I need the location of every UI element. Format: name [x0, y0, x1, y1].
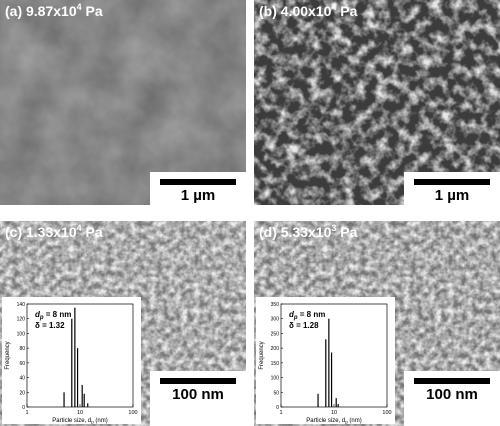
- y-tick-label: 250: [271, 331, 280, 337]
- label-exponent: 3: [331, 223, 336, 233]
- scale-bar-label: 100 nm: [426, 386, 478, 403]
- panel-label: (b) 4.00x104 Pa: [259, 2, 358, 19]
- y-axis-label: Frequency: [259, 341, 265, 369]
- annotation-delta: δ = 1.28: [289, 321, 319, 330]
- bar: [71, 318, 73, 407]
- bar: [83, 393, 85, 407]
- dp-symbol: d: [35, 310, 41, 319]
- y-tick-label: 120: [17, 317, 26, 323]
- x-tick-label: 1: [25, 410, 28, 416]
- y-tick-label: 140: [17, 302, 26, 308]
- bar: [317, 393, 319, 407]
- label-unit: Pa: [336, 224, 357, 240]
- bar: [335, 398, 337, 407]
- scale-bar-label: 100 nm: [172, 386, 224, 403]
- panel: (d) 5.33x103 Pa 100 nm 0 50 100 150 200 250 300 3…: [254, 221, 500, 426]
- y-tick-label: 150: [271, 361, 280, 367]
- scale-bar-label: 1 µm: [435, 187, 470, 204]
- dp-value: = 8 nm: [44, 310, 72, 319]
- dp-sub: p: [39, 315, 44, 321]
- bar: [63, 392, 65, 407]
- panel-label: (a) 9.87x104 Pa: [5, 2, 103, 19]
- bar: [337, 404, 339, 407]
- scale-bar: [160, 179, 236, 185]
- annotation-delta: δ = 1.32: [35, 321, 65, 330]
- annotation-dp: dp = 8 nm: [289, 310, 325, 321]
- x-tick-label: 100: [382, 410, 391, 416]
- x-tick-label: 10: [77, 410, 83, 416]
- x-label-text: Particle size, d: [306, 418, 345, 424]
- panel-label: (d) 5.33x103 Pa: [259, 223, 358, 240]
- label-text: (b) 4.00x10: [259, 3, 332, 19]
- scale-bar-box: [404, 172, 500, 205]
- scale-bar-label: 1 µm: [181, 187, 216, 204]
- y-tick-label: 300: [271, 317, 280, 323]
- label-exponent: 4: [331, 2, 336, 12]
- y-tick-label: 0: [22, 405, 25, 411]
- sem-texture: [0, 0, 246, 205]
- label-exponent: 4: [77, 2, 82, 12]
- bar: [330, 352, 333, 407]
- y-tick-label: 100: [271, 376, 280, 382]
- label-text: (c) 1.33x10: [5, 224, 77, 240]
- label-unit: Pa: [82, 224, 103, 240]
- label-text: (a) 9.87x10: [5, 3, 77, 19]
- x-label-sub: p: [345, 420, 348, 425]
- y-tick-label: 0: [276, 405, 279, 411]
- y-tick-label: 100: [17, 331, 26, 337]
- dp-value: = 8 nm: [298, 310, 326, 319]
- y-tick-label: 80: [19, 346, 25, 352]
- x-tick-label: 100: [128, 410, 137, 416]
- sem-texture: [254, 0, 500, 205]
- panel: (c) 1.33x104 Pa 100 nm 0 20 40 60 80 100 120 140 1…: [0, 221, 246, 426]
- y-axis-label: Frequency: [5, 341, 11, 369]
- bar: [74, 307, 76, 407]
- annotation-dp: dp = 8 nm: [35, 310, 71, 321]
- label-text: (d) 5.33x10: [259, 224, 332, 240]
- scale-bar-box: [150, 172, 246, 205]
- label-unit: Pa: [336, 3, 357, 19]
- panel: (a) 9.87x104 Pa 1 µm: [0, 0, 246, 205]
- panel-label: (c) 1.33x104 Pa: [5, 223, 103, 240]
- scale-bar: [160, 378, 236, 384]
- bar: [328, 318, 330, 407]
- y-tick-label: 40: [19, 376, 25, 382]
- bar: [325, 339, 327, 407]
- scale-bar: [414, 179, 490, 185]
- x-tick-label: 10: [331, 410, 337, 416]
- label-exponent: 4: [77, 223, 82, 233]
- panel: (b) 4.00x104 Pa 1 µm: [254, 0, 500, 205]
- bar: [76, 348, 79, 407]
- bar: [87, 403, 89, 407]
- x-label-unit: (nm): [94, 418, 108, 424]
- y-tick-label: 200: [271, 346, 280, 352]
- x-label-unit: (nm): [348, 418, 362, 424]
- bar: [81, 384, 83, 407]
- x-tick-label: 1: [279, 410, 282, 416]
- dp-sub: p: [293, 315, 298, 321]
- dp-symbol: d: [289, 310, 295, 319]
- x-axis-label: Particle size, dp (nm): [52, 418, 108, 425]
- x-label-sub: p: [91, 420, 94, 425]
- x-axis-label: Particle size, dp (nm): [306, 418, 362, 425]
- x-label-text: Particle size, d: [52, 418, 91, 424]
- label-unit: Pa: [82, 3, 103, 19]
- scale-bar: [414, 378, 490, 384]
- y-tick-label: 350: [271, 302, 280, 308]
- y-tick-label: 60: [19, 361, 25, 367]
- y-tick-label: 20: [19, 390, 25, 396]
- y-tick-label: 50: [273, 390, 279, 396]
